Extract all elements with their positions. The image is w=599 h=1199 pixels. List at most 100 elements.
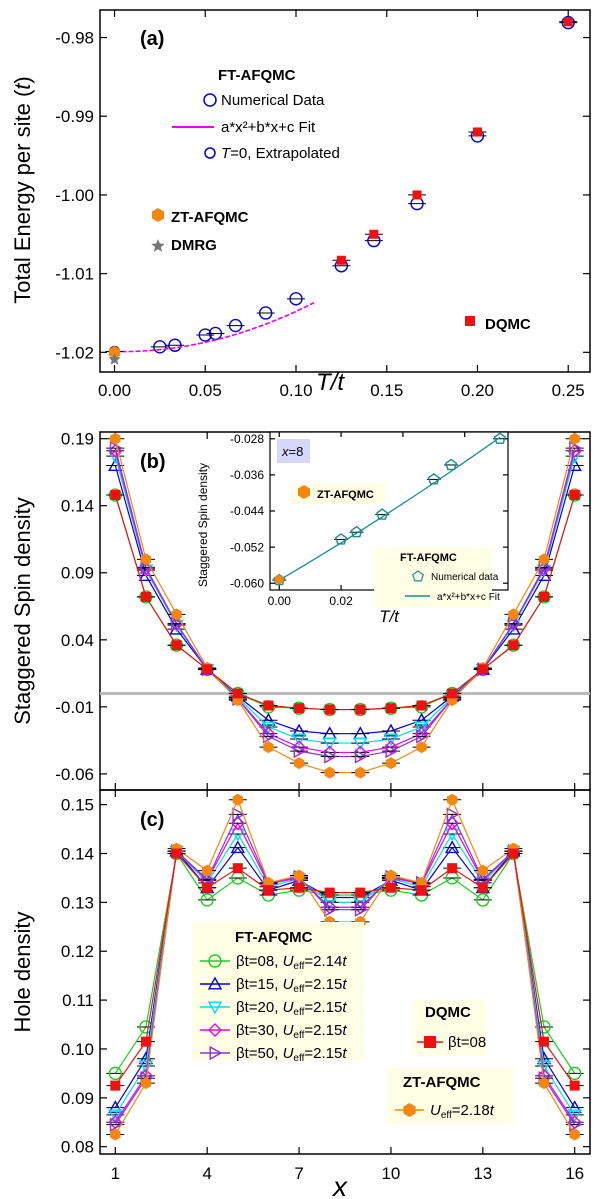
ft-legend-box bbox=[192, 922, 364, 1060]
inset-x-tick-label: 0.02 bbox=[329, 594, 353, 608]
data-point bbox=[477, 864, 489, 877]
zt-energy-point bbox=[108, 345, 121, 359]
data-point bbox=[567, 1109, 582, 1123]
data-point bbox=[324, 902, 338, 917]
panel-a-y-tick-label: -1.00 bbox=[55, 186, 94, 205]
panel-c-x-tick-label: 1 bbox=[111, 1164, 120, 1183]
energy-point bbox=[153, 340, 167, 354]
data-point bbox=[293, 869, 305, 882]
ft-legend-item: βt=30, Ueff=2.15t bbox=[236, 1022, 347, 1041]
panel-a-x-axis-label: T/t bbox=[316, 369, 345, 396]
series-line bbox=[114, 465, 576, 735]
data-point bbox=[538, 1077, 550, 1090]
panel-a-y-axis-label: Total Energy per site (t) bbox=[10, 76, 35, 303]
data-point bbox=[171, 608, 182, 621]
data-point bbox=[446, 793, 458, 806]
panel-c-y-tick-label: 0.09 bbox=[61, 1089, 94, 1108]
dmrg-energy-point bbox=[108, 352, 121, 365]
inset-y-tick-label: -0.036 bbox=[230, 468, 264, 482]
data-point bbox=[201, 864, 213, 877]
panel-a-marks bbox=[105, 15, 578, 365]
fit-curve bbox=[114, 301, 315, 353]
ft-legend-title: FT-AFQMC bbox=[235, 929, 313, 946]
inset-legend-title: FT-AFQMC bbox=[400, 552, 457, 564]
energy-point bbox=[561, 15, 575, 30]
data-point bbox=[140, 591, 151, 602]
data-point bbox=[354, 902, 368, 917]
ft-legend-marker bbox=[208, 954, 222, 968]
data-point bbox=[539, 591, 550, 602]
dqmc-energy-point bbox=[472, 127, 482, 137]
data-point bbox=[322, 737, 337, 751]
inset-legend-pentagon-icon bbox=[412, 570, 424, 582]
data-point bbox=[232, 863, 243, 874]
dqmc-legend-marker bbox=[465, 316, 475, 326]
data-point bbox=[355, 704, 366, 715]
panel-b-y-ticks: 0.19 0.14 0.09 0.04 -0.01 -0.06 bbox=[55, 430, 590, 784]
data-point bbox=[171, 848, 182, 859]
data-point bbox=[293, 743, 307, 759]
data-point bbox=[567, 1066, 582, 1081]
data-point bbox=[108, 458, 123, 472]
data-point bbox=[291, 723, 307, 737]
panel-c-y-tick-label: 0.14 bbox=[61, 844, 94, 863]
panel-c-marks bbox=[106, 793, 584, 1141]
data-point bbox=[508, 608, 519, 621]
panel-c-x-ticks: 1 4 7 10 13 16 bbox=[111, 790, 584, 1183]
panel-b-y-tick-label: 0.14 bbox=[61, 497, 94, 516]
series-line bbox=[114, 438, 576, 774]
data-point bbox=[414, 712, 429, 726]
inset-y-ticks: -0.028 -0.036 -0.044 -0.052 -0.060 bbox=[230, 432, 508, 590]
data-point bbox=[567, 458, 582, 472]
inset-y-tick-label: -0.028 bbox=[230, 432, 264, 446]
data-point bbox=[567, 1100, 582, 1114]
series-line bbox=[114, 812, 576, 1126]
inset-tag-label: x=8 bbox=[281, 444, 303, 459]
data-point bbox=[569, 1117, 583, 1132]
dqmc-energy-point bbox=[336, 255, 346, 265]
data-point bbox=[444, 840, 460, 854]
energy-point bbox=[289, 292, 303, 306]
zt-legend-item: Ueff=2.18t bbox=[430, 1102, 495, 1121]
panel-c-x-tick-label: 4 bbox=[202, 1164, 211, 1183]
panel-a-y-tick-label: -0.99 bbox=[55, 107, 94, 126]
panel-c-y-tick-label: 0.10 bbox=[61, 1040, 94, 1059]
data-point bbox=[294, 703, 305, 714]
ft-legend-rows: βt=08, Ueff=2.14t βt=15, Ueff=2.15t βt=20,… bbox=[200, 953, 347, 1064]
inset-data-point bbox=[376, 508, 389, 520]
data-point bbox=[354, 749, 368, 764]
panel-a: -0.98-0.99-1.00-1.01-1.02 0.00 0.05 0.10 0.… bbox=[10, 9, 591, 400]
energy-point bbox=[168, 338, 182, 352]
data-point bbox=[324, 704, 335, 715]
dqmc-legend-square-icon bbox=[424, 1036, 436, 1048]
dmrg-legend-label: DMRG bbox=[171, 237, 217, 254]
legend-numerical-data-marker bbox=[203, 93, 217, 107]
data-point bbox=[293, 757, 305, 770]
zt-legend-title: ZT-AFQMC bbox=[403, 1074, 481, 1091]
data-point bbox=[294, 882, 305, 893]
series-line bbox=[114, 846, 576, 1108]
zt-afqmc-legend-label: ZT-AFQMC bbox=[171, 209, 249, 226]
panel-b-y-tick-label: -0.01 bbox=[55, 698, 94, 717]
data-point bbox=[447, 863, 458, 874]
energy-point bbox=[258, 306, 273, 320]
data-point bbox=[476, 893, 490, 907]
panel-a-x-tick-label: 0.20 bbox=[461, 381, 494, 400]
data-point bbox=[202, 882, 213, 893]
series-line bbox=[114, 851, 576, 1074]
inset-legend-box bbox=[374, 548, 492, 608]
data-point bbox=[569, 1128, 580, 1141]
data-point bbox=[383, 733, 399, 747]
panel-c-y-tick-label: 0.13 bbox=[61, 893, 94, 912]
data-point bbox=[109, 1117, 123, 1132]
data-point bbox=[201, 872, 215, 887]
inset-data-point bbox=[335, 533, 348, 545]
legend-fit-label: a*x²+b*x+c Fit bbox=[221, 119, 316, 136]
data-point bbox=[171, 616, 185, 631]
panel-b-y-axis-label: Staggered Spin density bbox=[10, 497, 35, 725]
data-point bbox=[110, 1128, 121, 1141]
inset-x-tick-label: 0.00 bbox=[268, 594, 292, 608]
panel-b-y-tick-label: -0.06 bbox=[55, 765, 94, 784]
inset-y-tick-label: -0.060 bbox=[230, 576, 264, 590]
panel-c-y-ticks: 0.15 0.14 0.13 0.12 0.11 0.10 0.09 0.08 bbox=[61, 796, 590, 1157]
